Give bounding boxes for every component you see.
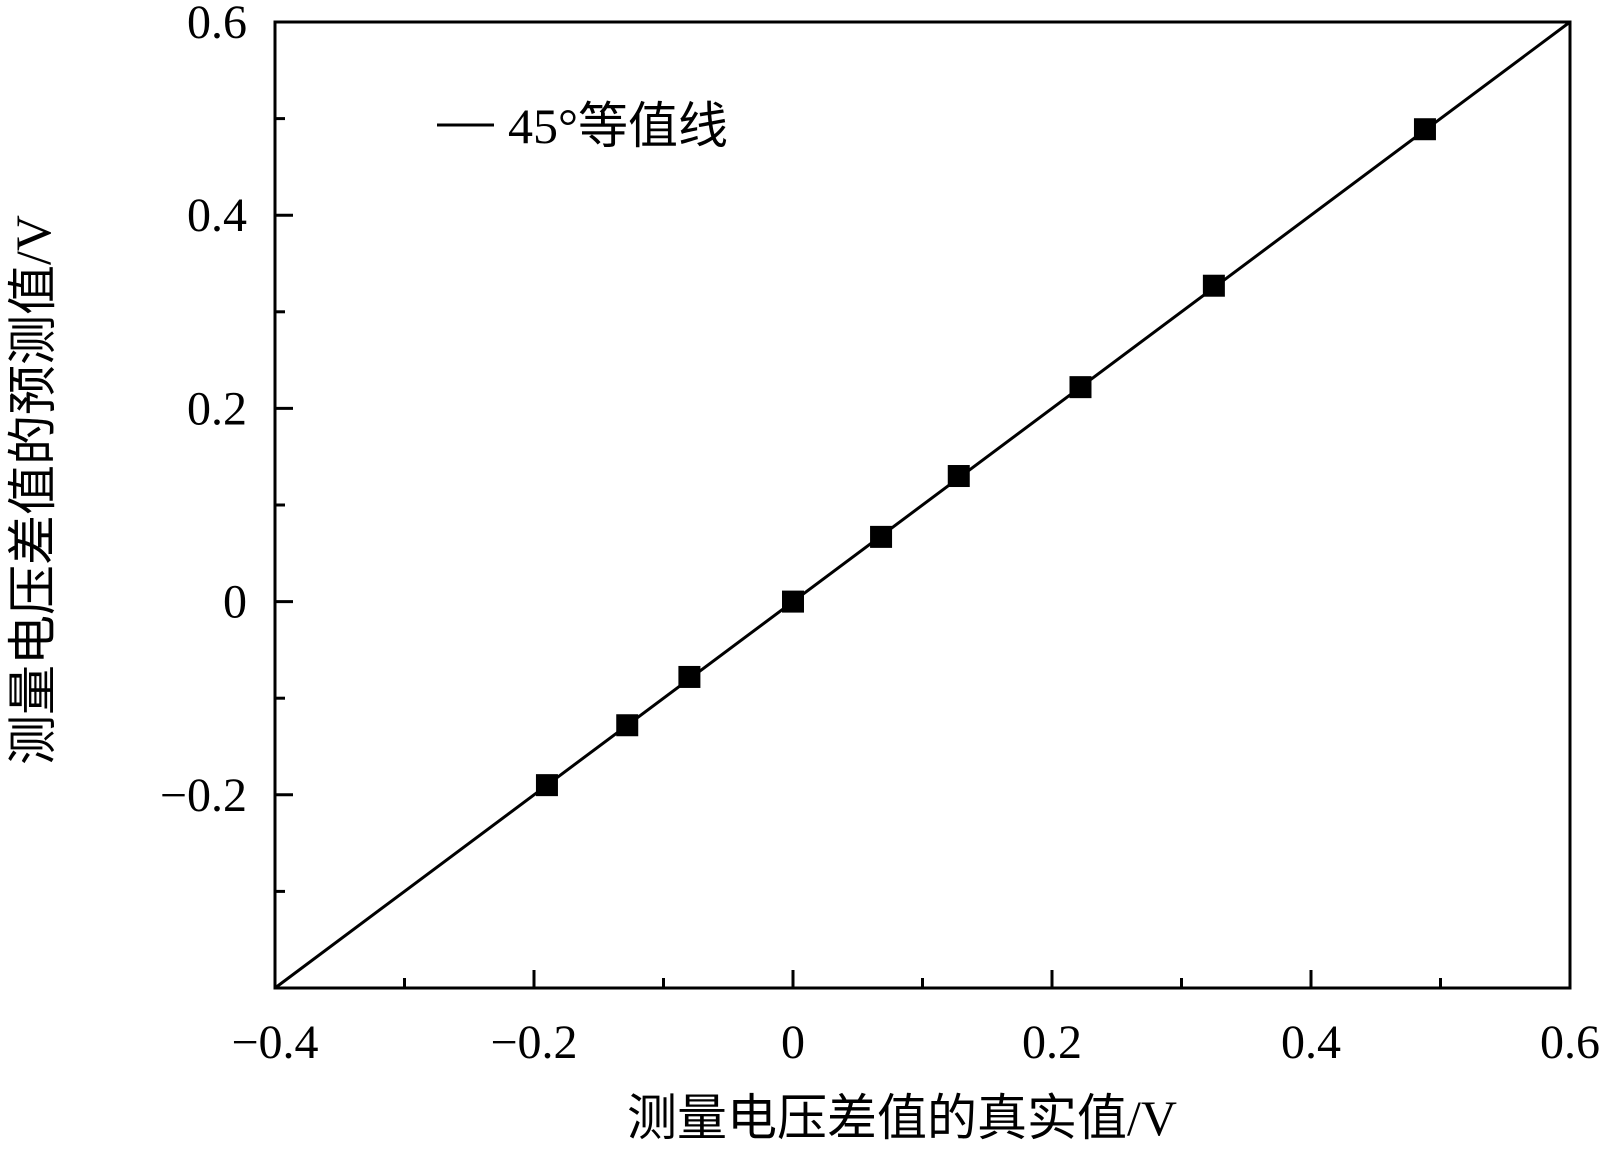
y-tick-label: −0.2: [160, 769, 247, 822]
data-point: [870, 525, 893, 548]
y-tick-label: 0: [223, 576, 247, 629]
data-point: [1413, 118, 1436, 141]
data-point: [678, 665, 701, 688]
data-point: [947, 465, 970, 488]
legend: 45°等值线: [437, 98, 728, 154]
x-tick-label: −0.2: [490, 1016, 577, 1069]
y-tick-label: 0.4: [187, 189, 247, 242]
data-point: [1202, 274, 1225, 297]
data-point: [535, 774, 558, 797]
x-tick-label: −0.4: [231, 1016, 318, 1069]
tick-labels: −0.4 −0.2 0 0.2 0.4 0.6 −0.2 0 0.2 0.4 0.6: [160, 0, 1600, 1069]
data-point: [782, 590, 804, 613]
reference-line-45deg: [274, 20, 1571, 990]
plot-frame: [273, 20, 1572, 990]
x-tick-label: 0.6: [1540, 1016, 1600, 1069]
data-point: [616, 714, 639, 737]
data-markers: [535, 118, 1436, 797]
y-axis-label: 测量电压差值的预测值/V: [5, 215, 61, 765]
y-tick-label: 0.2: [187, 382, 247, 435]
x-axis-label: 测量电压差值的真实值/V: [627, 1090, 1177, 1146]
data-point: [1069, 376, 1092, 399]
legend-label: 45°等值线: [508, 98, 728, 154]
y-tick-label: 0.6: [187, 0, 247, 49]
x-tick-label: 0.4: [1281, 1016, 1341, 1069]
x-tick-label: 0.2: [1022, 1016, 1082, 1069]
x-tick-label: 0: [781, 1016, 805, 1069]
